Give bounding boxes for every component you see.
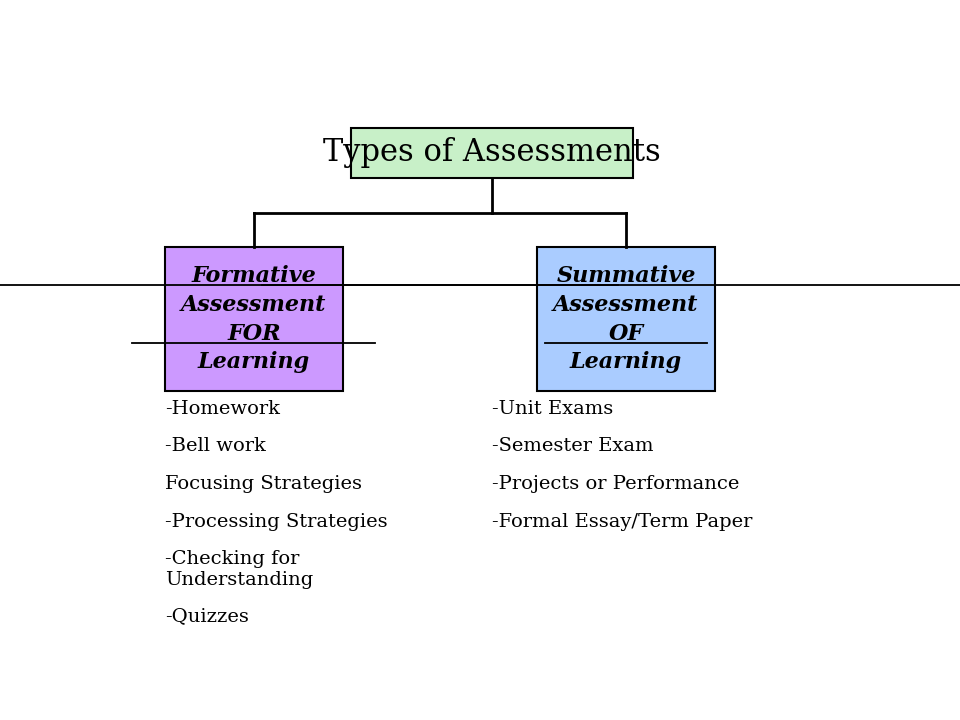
Text: Focusing Strategies: Focusing Strategies: [165, 475, 362, 493]
Text: Learning: Learning: [198, 351, 310, 374]
FancyBboxPatch shape: [165, 247, 344, 392]
Text: -Semester Exam: -Semester Exam: [492, 437, 654, 455]
Text: -Unit Exams: -Unit Exams: [492, 400, 613, 418]
FancyBboxPatch shape: [350, 128, 634, 178]
Text: Assessment: Assessment: [553, 294, 699, 316]
Text: -Homework: -Homework: [165, 400, 279, 418]
Text: Types of Assessments: Types of Assessments: [324, 138, 660, 168]
Text: Assessment: Assessment: [181, 294, 326, 316]
Text: -Bell work: -Bell work: [165, 437, 266, 455]
Text: Summative: Summative: [556, 265, 696, 287]
FancyBboxPatch shape: [537, 247, 715, 392]
Text: Formative: Formative: [192, 265, 316, 287]
Text: -Processing Strategies: -Processing Strategies: [165, 513, 387, 531]
Text: -Projects or Performance: -Projects or Performance: [492, 475, 739, 493]
Text: OF: OF: [609, 323, 643, 345]
Text: -Checking for
Understanding: -Checking for Understanding: [165, 550, 313, 589]
Text: -Formal Essay/Term Paper: -Formal Essay/Term Paper: [492, 513, 753, 531]
Text: -Quizzes: -Quizzes: [165, 607, 249, 625]
Text: Learning: Learning: [570, 351, 682, 374]
Text: FOR: FOR: [228, 323, 280, 345]
